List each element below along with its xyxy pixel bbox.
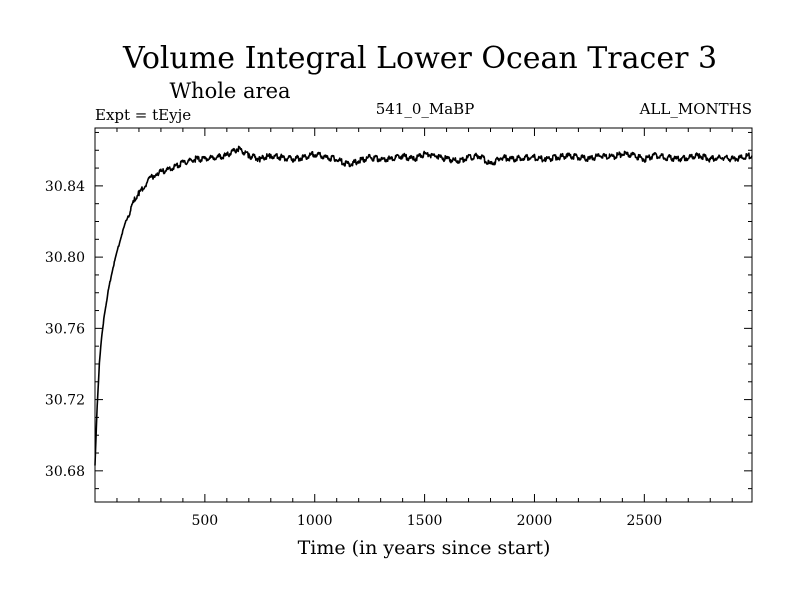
x-tick-label: 2500: [627, 513, 663, 529]
y-tick-label: 30.84: [45, 179, 85, 195]
y-tick-label: 30.80: [45, 250, 85, 266]
chart-title: Volume Integral Lower Ocean Tracer 3: [122, 41, 717, 76]
x-tick-label: 2000: [517, 513, 553, 529]
y-tick-label: 30.68: [45, 464, 85, 480]
y-tick-label: 30.72: [45, 393, 85, 409]
y-tick-label: 30.76: [45, 321, 85, 337]
series-line: [94, 145, 753, 466]
period-label: 541_0_MaBP: [376, 100, 475, 118]
y-axis-tick-labels: 30.68 30.72 30.76 30.80 30.84: [45, 179, 85, 480]
x-axis-title: Time (in years since start): [298, 537, 551, 559]
months-label: ALL_MONTHS: [639, 100, 752, 118]
y-axis-ticks: [95, 131, 752, 490]
experiment-label: Expt = tEyje: [95, 106, 191, 124]
x-tick-label: 1000: [297, 513, 333, 529]
x-axis-ticks: [94, 128, 733, 502]
chart-subtitle: Whole area: [169, 79, 290, 103]
plot-frame: [94, 127, 753, 503]
x-tick-label: 1500: [407, 513, 443, 529]
x-tick-label: 500: [191, 513, 218, 529]
x-axis-tick-labels: 500 1000 1500 2000 2500: [191, 513, 662, 529]
